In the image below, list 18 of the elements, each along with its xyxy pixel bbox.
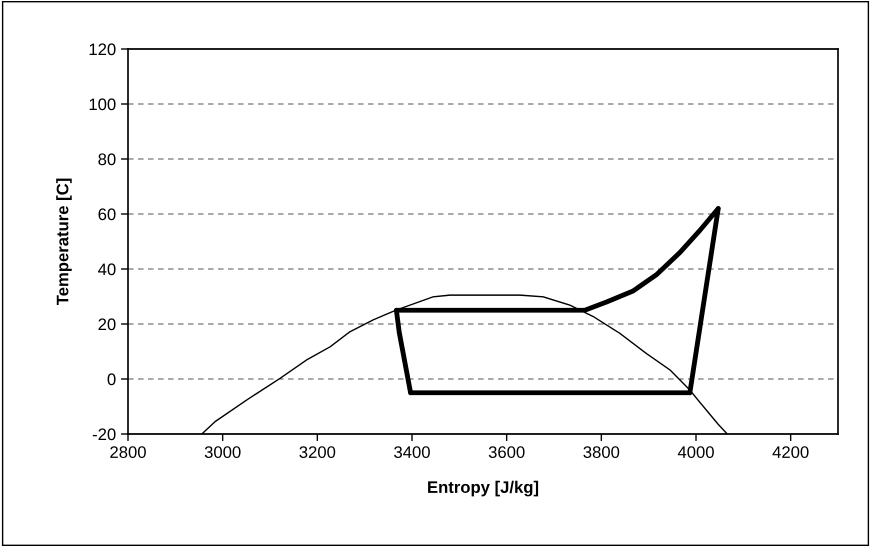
- x-tick-label: 3200: [299, 446, 336, 458]
- y-tick-label: 80: [98, 153, 116, 166]
- x-tick-label: 2800: [110, 446, 146, 458]
- y-tick-label: 100: [90, 98, 116, 110]
- y-tick-label: 0: [108, 373, 116, 386]
- x-axis-title: Entropy [J/kg]: [428, 480, 538, 496]
- y-tick-label: 20: [98, 318, 116, 330]
- y-tick-label: 40: [98, 263, 116, 276]
- y-axis-title: Temperature [C]: [56, 178, 72, 306]
- x-tick-label: 4200: [772, 446, 809, 458]
- y-tick-label: 60: [98, 208, 116, 220]
- x-tick-label: 3400: [394, 446, 430, 458]
- y-tick-label: 120: [90, 43, 116, 56]
- x-tick-label: 3000: [204, 446, 241, 458]
- y-tick-label: -20: [92, 428, 116, 440]
- x-tick-label: 3600: [488, 446, 525, 458]
- x-tick-label: 4000: [678, 446, 714, 458]
- x-tick-label: 3800: [583, 446, 620, 458]
